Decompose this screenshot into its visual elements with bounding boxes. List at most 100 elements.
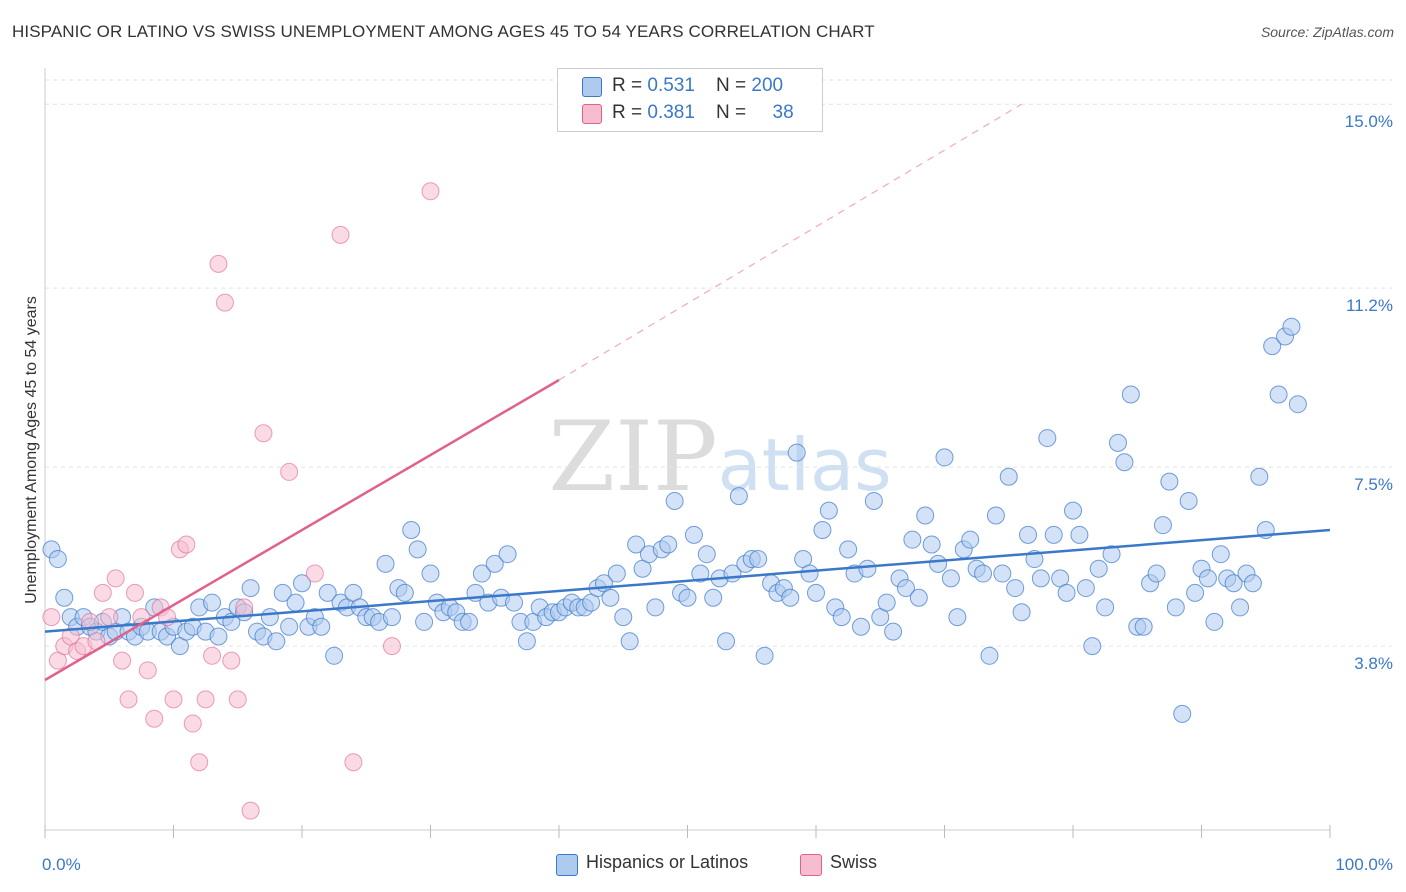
data-point-hispanic [781,588,800,607]
data-point-swiss [331,225,350,244]
data-point-hispanic [614,608,633,627]
trend-line-swiss [44,378,560,682]
data-point-hispanic [948,608,967,627]
data-point-hispanic [986,506,1005,525]
data-point-hispanic [203,593,222,612]
data-point-hispanic [941,569,960,588]
data-point-hispanic [1186,583,1205,602]
data-point-hispanic [896,579,915,598]
legend-label: Hispanics or Latinos [586,852,749,872]
data-point-hispanic [1173,704,1192,723]
data-point-hispanic [697,545,716,564]
data-point-swiss [100,608,119,627]
data-point-hispanic [241,579,260,598]
data-point-hispanic [1198,569,1217,588]
data-point-hispanic [1083,637,1102,656]
data-point-hispanic [1147,564,1166,583]
data-point-hispanic [1070,525,1089,544]
data-point-swiss [382,637,401,656]
data-point-hispanic [280,617,299,636]
legend-label: Swiss [830,852,878,872]
data-point-hispanic [684,525,703,544]
data-point-hispanic [1019,525,1038,544]
data-point-swiss [241,801,260,820]
data-point-hispanic [1250,467,1269,486]
data-point-hispanic [877,593,896,612]
data-point-hispanic [1134,617,1153,636]
data-point-swiss [164,690,183,709]
y-tick-label: 15.0% [1345,112,1393,131]
data-point-hispanic [1089,559,1108,578]
data-point-swiss [125,583,144,602]
data-point-hispanic [691,564,710,583]
n-value: 200 [751,75,784,96]
data-point-hispanic [999,467,1018,486]
data-point-hispanic [993,564,1012,583]
data-point-hispanic [1115,453,1134,472]
trend-line-swiss-extension [558,103,1022,381]
data-point-swiss [93,583,112,602]
data-point-hispanic [1076,579,1095,598]
data-point-swiss [254,424,273,443]
data-point-swiss [235,598,254,617]
data-point-hispanic [1096,598,1115,617]
data-point-hispanic [1006,579,1025,598]
x-tick-label: 100.0% [1335,855,1393,874]
data-point-hispanic [267,632,286,651]
blue-swatch [556,854,578,876]
data-point-swiss [196,690,215,709]
data-point-hispanic [1288,395,1307,414]
data-point-hispanic [646,598,665,617]
data-point-swiss [215,293,234,312]
data-point-swiss [421,182,440,201]
data-point-hispanic [472,564,491,583]
data-point-hispanic [1160,472,1179,491]
data-point-hispanic [832,608,851,627]
data-point-swiss [113,651,132,670]
data-point-swiss [222,651,241,670]
data-point-hispanic [48,550,67,569]
data-point-hispanic [1038,429,1057,448]
data-point-hispanic [884,622,903,641]
data-point-swiss [80,612,99,631]
data-point-hispanic [627,535,646,554]
data-point-swiss [228,690,247,709]
data-point-hispanic [293,574,311,593]
data-point-hispanic [376,554,395,573]
data-point-hispanic [395,583,414,602]
data-point-hispanic [980,646,999,665]
data-point-hispanic [787,443,806,462]
data-point-hispanic [916,506,935,525]
data-point-hispanic [819,501,838,520]
data-point-swiss [183,714,202,733]
data-point-hispanic [325,646,344,665]
data-point-hispanic [922,535,941,554]
data-point-hispanic [260,608,279,627]
data-point-hispanic [800,564,819,583]
r-label: R = [612,75,648,96]
data-point-hispanic [1031,569,1050,588]
data-point-swiss [138,661,157,680]
data-point-hispanic [601,588,620,607]
n-label: N = [716,75,752,96]
data-point-hispanic [961,530,980,549]
data-point-swiss [106,569,125,588]
data-point-hispanic [717,632,736,651]
data-point-hispanic [903,530,922,549]
data-point-hispanic [729,487,748,506]
data-point-hispanic [1057,583,1076,602]
data-point-hispanic [839,540,858,559]
data-point-hispanic [318,583,337,602]
data-point-hispanic [607,564,626,583]
data-point-swiss [305,564,324,583]
data-point-hispanic [505,593,524,612]
data-point-hispanic [1179,491,1198,510]
data-point-hispanic [1282,317,1301,336]
data-point-hispanic [1166,598,1185,617]
data-point-hispanic [858,559,877,578]
data-point-hispanic [807,583,825,602]
n-value: 38 [772,102,794,123]
data-point-hispanic [1269,385,1288,404]
x-tick-label: 0.0% [42,855,81,874]
